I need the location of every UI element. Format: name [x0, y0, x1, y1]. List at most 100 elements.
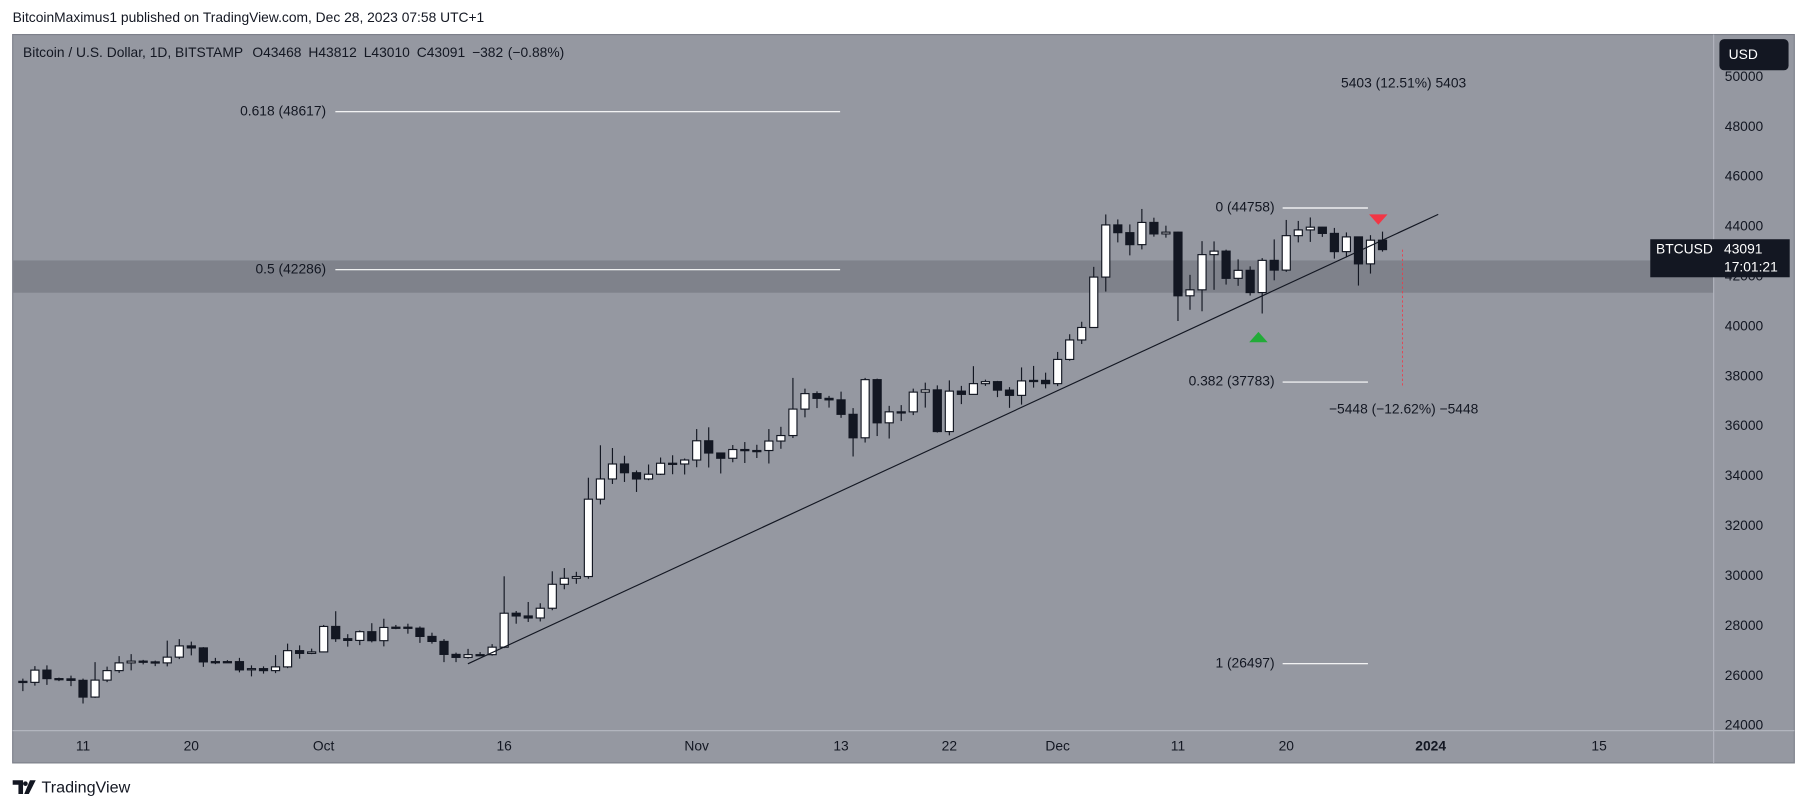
bearish-marker	[1369, 214, 1388, 225]
candle-body	[234, 661, 245, 671]
candle-body	[692, 440, 702, 461]
candle-body	[932, 389, 942, 433]
symbol-legend: Bitcoin / U.S. Dollar, 1D, BITSTAMP O4346…	[23, 44, 564, 60]
candle-body	[860, 379, 870, 439]
candle-body	[1269, 259, 1279, 271]
fib-label: 0.382 (37783)	[1189, 373, 1275, 389]
candle-body	[1053, 358, 1063, 385]
candle-body	[1004, 389, 1015, 396]
candle-body	[884, 411, 894, 424]
legend-value: 43812	[318, 44, 356, 60]
candle-body	[391, 626, 401, 629]
candle-body	[920, 389, 930, 393]
candle-body	[102, 670, 112, 681]
candle-body	[511, 612, 521, 617]
candle-body	[812, 393, 822, 399]
candle-body	[367, 631, 377, 642]
y-tick-label: 24000	[1725, 717, 1764, 733]
legend-value: 43091	[427, 44, 465, 60]
candle-body	[319, 625, 329, 653]
support-zone	[12, 260, 1714, 293]
x-tick-label: Nov	[684, 737, 709, 753]
candle-body	[908, 391, 918, 413]
candle-body	[210, 661, 220, 664]
candle-body	[547, 583, 557, 609]
candle-body	[643, 473, 654, 480]
candle-body	[824, 397, 834, 401]
candle-body	[331, 625, 341, 640]
x-tick-label: 16	[496, 737, 512, 753]
candle-body	[1077, 326, 1087, 341]
legend-change: −382	[472, 44, 503, 60]
candle-body	[78, 679, 88, 698]
measure-label: −5448 (−12.62%) −5448	[1329, 400, 1479, 416]
price-tag-value: 43091	[1724, 240, 1762, 256]
price-tag-countdown: 17:01:21	[1724, 259, 1778, 275]
y-tick-label: 32000	[1725, 517, 1764, 533]
candle-body	[1040, 379, 1051, 385]
logo-text: TradingView	[41, 779, 130, 797]
candle-body	[583, 498, 593, 578]
candle-body	[776, 434, 786, 442]
candle-body	[1065, 339, 1075, 361]
y-tick-label: 50000	[1725, 68, 1764, 84]
bullish-marker	[1249, 331, 1268, 343]
candle-body	[379, 626, 389, 642]
y-tick-label: 38000	[1725, 367, 1764, 383]
candle-body	[1281, 235, 1291, 271]
candle-body	[1329, 232, 1339, 253]
candle-body	[1101, 224, 1111, 278]
candle-body	[1341, 236, 1352, 253]
x-tick-label: 20	[184, 737, 200, 753]
candle-body	[1137, 221, 1147, 246]
legend-prefix: C	[417, 44, 427, 60]
candle-body	[343, 638, 353, 642]
legend-prefix: H	[308, 44, 318, 60]
candle-body	[872, 379, 882, 424]
candle-body	[764, 440, 774, 452]
y-tick-label: 34000	[1725, 467, 1764, 483]
candle-body	[1016, 380, 1027, 396]
legend-change-pct: (−0.88%)	[508, 44, 564, 60]
candle-body	[740, 448, 750, 452]
candle-body	[595, 478, 606, 500]
measure-label: 5403 (12.51%) 5403	[1341, 74, 1466, 90]
price-tag	[1650, 239, 1790, 278]
candle-body	[1317, 226, 1327, 234]
candle-body	[282, 650, 293, 668]
plot-area	[18, 208, 1388, 704]
candle-body	[30, 669, 40, 683]
candle-body	[1365, 239, 1376, 265]
candle-body	[138, 660, 148, 663]
candle-body	[1245, 269, 1255, 294]
candle-body	[294, 650, 305, 654]
candle-body	[150, 661, 160, 664]
candle-body	[944, 390, 954, 433]
logo-icon	[12, 780, 36, 795]
candle-body	[499, 612, 509, 648]
x-tick-label: 13	[833, 737, 849, 753]
candle-body	[66, 678, 76, 681]
y-tick-label: 40000	[1725, 317, 1764, 333]
candle-body	[1173, 231, 1183, 297]
candle-body	[439, 640, 449, 655]
candle-body	[1233, 269, 1243, 279]
trend-line	[467, 213, 1439, 665]
x-tick-label: Oct	[313, 737, 335, 753]
legend-prefix: L	[364, 44, 372, 60]
candle-body	[655, 462, 666, 475]
x-tick-label: 2024	[1415, 737, 1446, 753]
candle-body	[607, 463, 618, 480]
candle-body	[523, 615, 533, 619]
candle-body	[463, 654, 473, 658]
currency-button[interactable]	[1719, 39, 1789, 71]
tradingview-logo: TradingView	[12, 779, 131, 797]
candle-body	[427, 635, 437, 642]
x-tick-label: 15	[1591, 737, 1607, 753]
candle-body	[1028, 379, 1039, 383]
candle-body	[1293, 229, 1303, 237]
fib-label: 0.5 (42286)	[255, 260, 326, 276]
x-tick-label: 20	[1279, 737, 1295, 753]
y-tick-label: 44000	[1725, 218, 1764, 234]
legend-value: 43010	[371, 44, 410, 60]
